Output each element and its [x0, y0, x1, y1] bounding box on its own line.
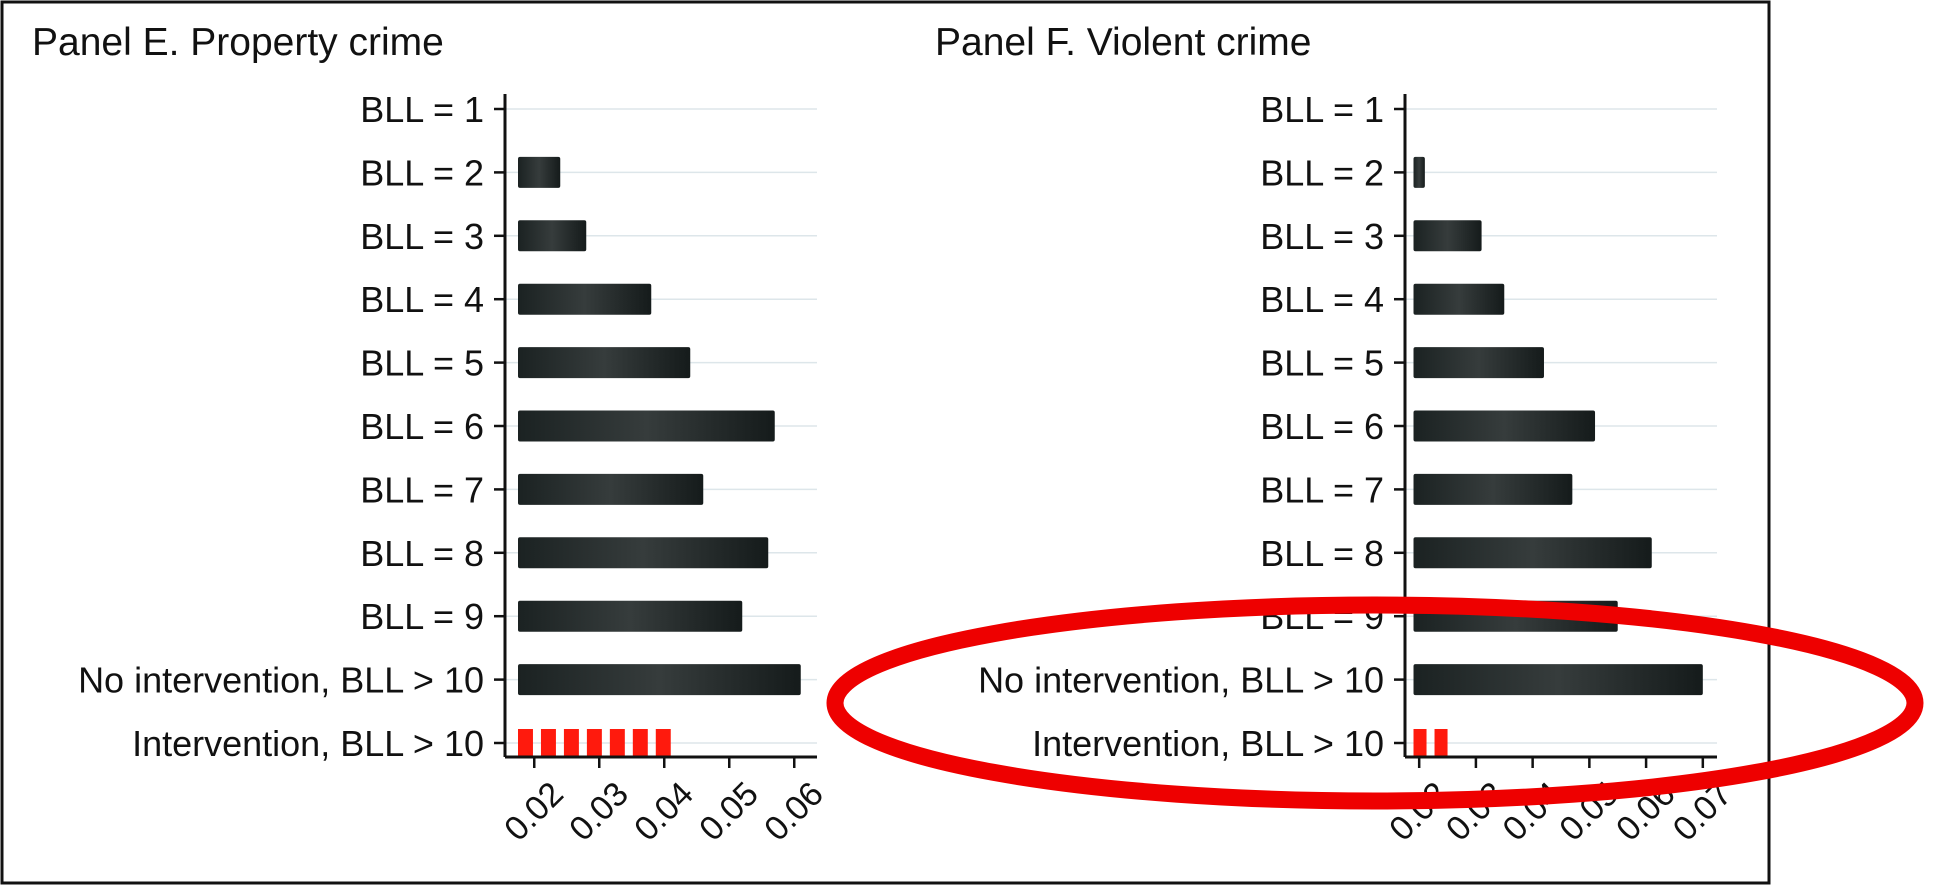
bar [518, 473, 704, 505]
bar [1413, 664, 1703, 696]
bar-intervention-segment [563, 729, 579, 757]
y-tick-label: BLL = 1 [1260, 89, 1384, 130]
bar [518, 537, 769, 569]
bar-intervention-segment [518, 729, 533, 757]
bar [518, 347, 691, 379]
y-tick-label: BLL = 6 [360, 406, 484, 447]
panel-title: Panel E. Property crime [32, 21, 444, 64]
y-tick-label: BLL = 2 [360, 152, 484, 193]
bar-intervention-segment [1434, 729, 1448, 757]
y-tick-label: BLL = 6 [1260, 406, 1384, 447]
bar [518, 410, 775, 442]
bar [1413, 410, 1596, 442]
bar-intervention-segment [632, 729, 648, 757]
bar-intervention-segment [540, 729, 556, 757]
bar [1413, 537, 1652, 569]
y-tick-label: BLL = 5 [360, 343, 484, 384]
y-tick-label: BLL = 4 [360, 279, 484, 320]
y-tick-label: BLL = 3 [1260, 216, 1384, 257]
bar [1413, 473, 1573, 505]
bar [1413, 283, 1505, 315]
bar-intervention-segment [1413, 729, 1427, 757]
y-tick-label: BLL = 7 [360, 469, 484, 510]
bar [1413, 220, 1482, 252]
y-tick-label: BLL = 5 [1260, 343, 1384, 384]
bar [518, 283, 652, 315]
bar-intervention-segment [586, 729, 602, 757]
panel-title: Panel F. Violent crime [935, 21, 1311, 64]
y-tick-label: BLL = 4 [1260, 279, 1384, 320]
bar [1413, 156, 1425, 188]
y-tick-label: Intervention, BLL > 10 [132, 723, 484, 764]
y-tick-label: BLL = 8 [360, 533, 484, 574]
y-tick-label: BLL = 8 [1260, 533, 1384, 574]
y-tick-label: No intervention, BLL > 10 [78, 660, 484, 701]
bar [518, 600, 743, 632]
highlight-ellipse [826, 596, 1924, 810]
bar [518, 156, 561, 188]
y-tick-label: No intervention, BLL > 10 [978, 660, 1384, 701]
bar [518, 664, 801, 696]
bar-intervention-segment [609, 729, 625, 757]
y-tick-label: BLL = 1 [360, 89, 484, 130]
y-tick-label: Intervention, BLL > 10 [1032, 723, 1384, 764]
bar [1413, 347, 1544, 379]
y-tick-label: BLL = 3 [360, 216, 484, 257]
bar-intervention-segment [655, 729, 671, 757]
y-tick-label: BLL = 7 [1260, 469, 1384, 510]
bar [518, 220, 587, 252]
y-tick-label: BLL = 9 [360, 596, 484, 637]
y-tick-label: BLL = 2 [1260, 152, 1384, 193]
